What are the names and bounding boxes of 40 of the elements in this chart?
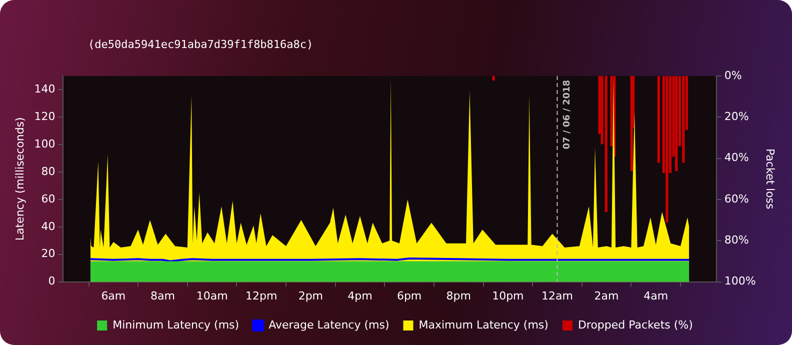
x-tick-label: 2pm (298, 289, 324, 302)
y-tick-label: 120 (34, 110, 56, 124)
x-tick-label: 4pm (348, 289, 372, 302)
bar (492, 76, 495, 80)
y-tick-label: 0 (48, 274, 56, 288)
y-tick-label: 20 (41, 247, 56, 260)
y-tick-label: 80 (41, 164, 56, 178)
y-tick-label: 60 (41, 192, 56, 206)
y-tick-label: 40 (41, 220, 56, 233)
x-tick-label: 6am (101, 289, 126, 302)
legend-label: Average Latency (ms) (268, 318, 390, 332)
y2-tick-label: 100% (724, 274, 756, 288)
legend-label: Dropped Packets (%) (578, 318, 693, 332)
x-tick-label: 10am (196, 289, 228, 302)
bar (666, 76, 668, 222)
y2-axis-title: Packet loss (764, 148, 777, 210)
y2-tick-label: 60% (724, 192, 749, 206)
legend-label: Minimum Latency (ms) (112, 318, 240, 332)
y2-tick-label: 40% (724, 151, 749, 164)
y-axis-title: Latency (milliseconds) (13, 117, 26, 241)
x-tick-label: 12am (542, 289, 573, 302)
bar (682, 76, 685, 163)
bar (657, 76, 660, 163)
bar (604, 76, 608, 212)
legend-label: Maximum Latency (ms) (418, 318, 548, 332)
x-tick-label: 12pm (246, 289, 278, 302)
ref-line-label: 07 / 06 / 2018 (562, 80, 573, 150)
chart-subtitle: (de50da5941ec91aba7d39f1f8b816a8c) (88, 38, 314, 51)
x-tick-label: 8am (150, 289, 175, 302)
x-tick-label: 10pm (492, 289, 524, 302)
x-tick-label: 4am (644, 289, 668, 302)
y2-tick-label: 80% (724, 234, 749, 246)
x-tick-label: 2am (594, 289, 619, 302)
y2-tick-label: 20% (724, 110, 749, 124)
bar (675, 76, 678, 171)
y2-tick-label: 0% (724, 68, 742, 82)
y-tick-label: 100 (34, 137, 56, 150)
y-tick-label: 140 (34, 82, 56, 96)
x-tick-label: 8pm (446, 289, 471, 302)
x-tick-label: 6pm (396, 289, 422, 302)
